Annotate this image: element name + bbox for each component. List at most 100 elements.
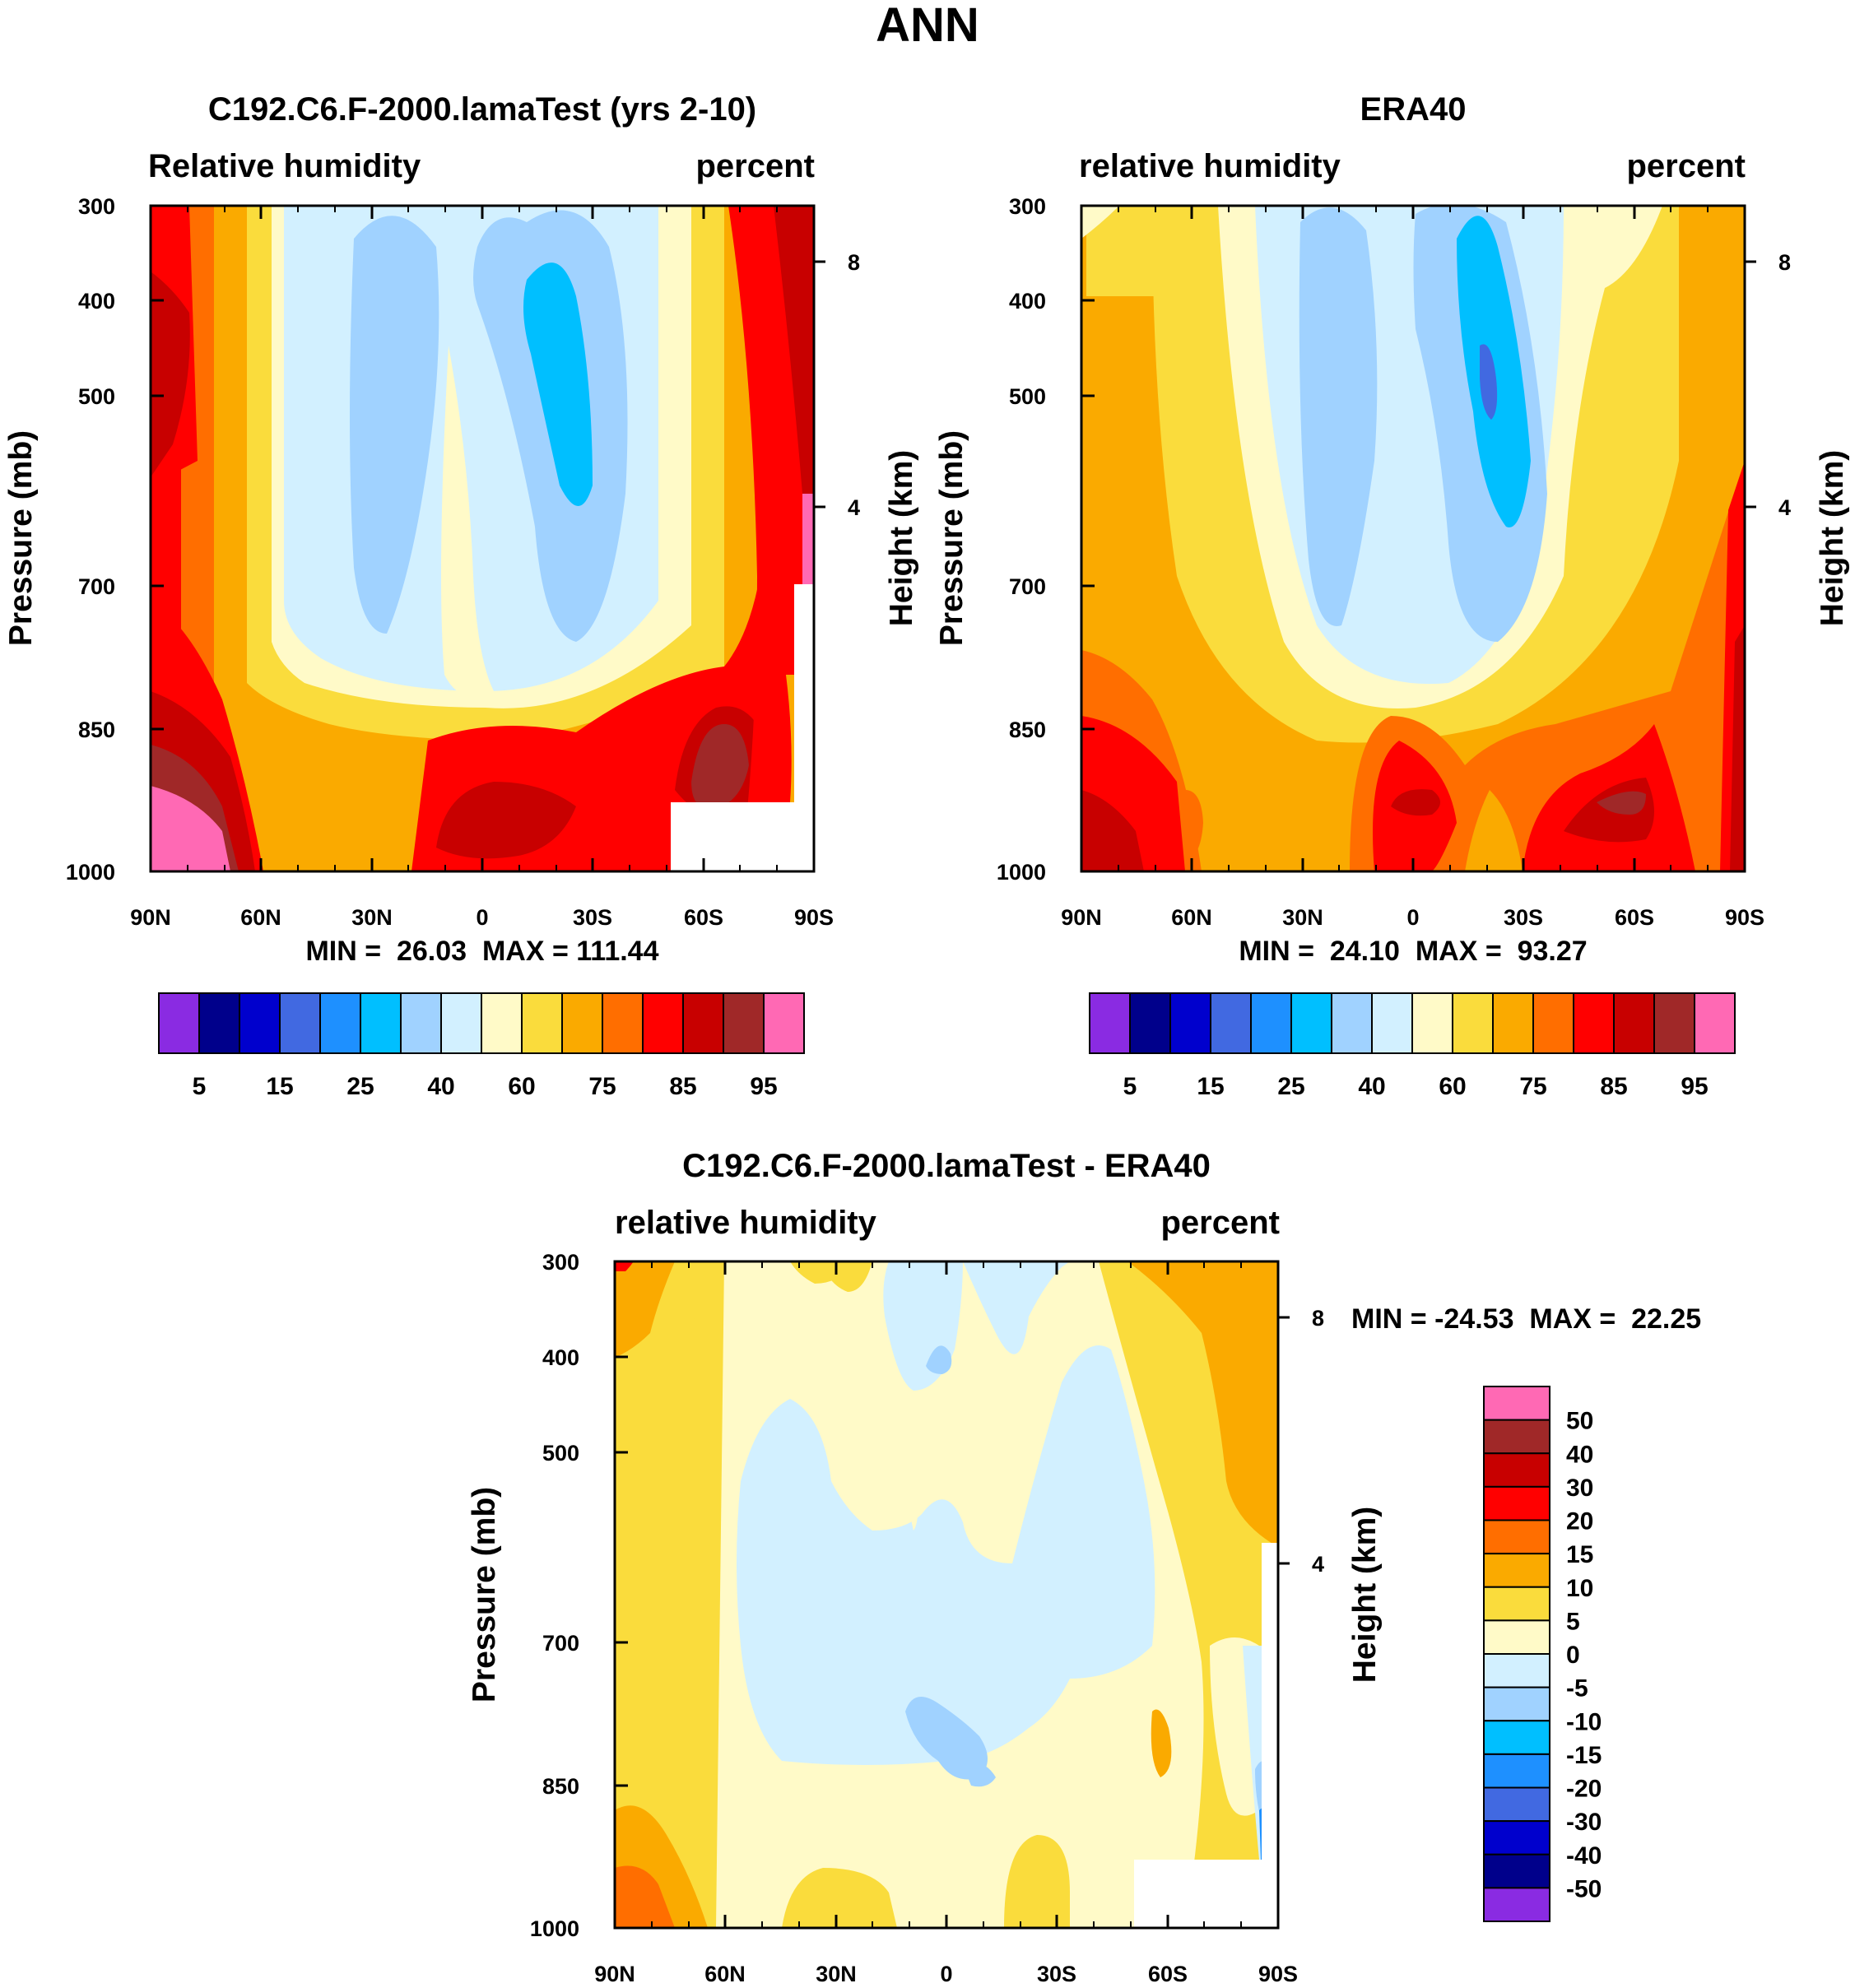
panel-era40-colorbar: 5 15 25 40 60 75 85 95 <box>1089 992 1736 1100</box>
y-tick-label: 700 <box>78 574 115 599</box>
x-tick-label: 60N <box>240 905 281 930</box>
colorbar-label: -10 <box>1566 1708 1602 1735</box>
colorbar-swatch <box>440 992 482 1054</box>
colorbar-swatch <box>1129 992 1171 1054</box>
figure-title: ANN <box>876 0 979 52</box>
x-tick-label: 30N <box>816 1962 857 1986</box>
panel-model-stats: MIN = 26.03 MAX = 111.44 <box>305 936 658 967</box>
colorbar-swatch <box>561 992 603 1054</box>
colorbar-swatch <box>1089 992 1131 1054</box>
y-right-tick-label: 4 <box>1312 1552 1324 1577</box>
x-tick-label: 30N <box>351 905 393 930</box>
panel-era40-right-label: percent <box>1627 148 1746 184</box>
y-right-tick-label: 8 <box>848 250 860 275</box>
colorbar-label: 5 <box>193 1073 207 1100</box>
x-tick-label: 30S <box>1037 1962 1076 1986</box>
y-tick-label: 300 <box>1009 194 1046 219</box>
colorbar-swatch <box>1483 1653 1550 1688</box>
colorbar-label: 0 <box>1566 1642 1580 1669</box>
y-right-tick-label: 8 <box>1778 250 1791 275</box>
x-tick-label: 90S <box>1258 1962 1298 1986</box>
colorbar-swatch <box>239 992 281 1054</box>
x-tick-label: 60S <box>1615 905 1654 930</box>
colorbar-label: 50 <box>1566 1408 1593 1435</box>
x-tick-label: 0 <box>476 905 488 930</box>
panel-era40: ERA40 relative humidity percent <box>934 91 1850 1100</box>
colorbar-label: 85 <box>1600 1073 1627 1100</box>
colorbar-label: 75 <box>1519 1073 1546 1100</box>
panel-diff: C192.C6.F-2000.lamaTest - ERA40 relative… <box>467 1148 1701 1986</box>
y-tick-label: 1000 <box>530 1916 579 1941</box>
panel-model-field <box>151 206 814 871</box>
colorbar-label: 20 <box>1566 1508 1593 1535</box>
x-tick-label: 30N <box>1282 905 1323 930</box>
colorbar-swatch <box>481 992 523 1054</box>
colorbar-swatch <box>1290 992 1332 1054</box>
colorbar-swatch <box>1483 1519 1550 1555</box>
colorbar-swatch <box>1483 1887 1550 1922</box>
panel-diff-field <box>615 1261 1278 1928</box>
x-tick-label: 0 <box>1406 905 1419 930</box>
colorbar-swatch <box>602 992 644 1054</box>
panel-model-left-label: Relative humidity <box>148 148 421 184</box>
x-tick-label: 60S <box>1148 1962 1188 1986</box>
colorbar-label: -5 <box>1566 1675 1588 1702</box>
colorbar-swatch <box>763 992 805 1054</box>
panel-era40-minor-ticks <box>1118 206 1709 871</box>
panel-model-colorbar: 5 15 25 40 60 75 85 95 <box>158 992 805 1100</box>
panel-diff-y-ticklabels: 300 400 500 700 850 1000 8 4 <box>530 1250 1324 1941</box>
colorbar-swatch <box>1483 1753 1550 1789</box>
colorbar-swatch <box>1483 1820 1550 1856</box>
panel-model-y-ticklabels: 300 400 500 700 850 1000 8 4 <box>66 194 860 885</box>
colorbar-swatch <box>723 992 765 1054</box>
colorbar-swatch <box>1483 1485 1550 1521</box>
panel-model-ylabel: Pressure (mb) <box>3 430 39 646</box>
panel-era40-field <box>1081 206 1745 871</box>
panel-era40-stats: MIN = 24.10 MAX = 93.27 <box>1239 936 1587 967</box>
colorbar-swatch <box>1331 992 1373 1054</box>
y-tick-label: 850 <box>542 1774 579 1799</box>
colorbar-swatch <box>1492 992 1534 1054</box>
colorbar-label: -30 <box>1566 1809 1602 1836</box>
y-right-tick-label: 4 <box>1778 495 1791 520</box>
colorbar-swatch <box>1371 992 1413 1054</box>
colorbar-label: 25 <box>346 1073 374 1100</box>
panel-diff-major-ticks <box>613 1260 1290 1930</box>
y-tick-label: 700 <box>1009 574 1046 599</box>
y-tick-label: 1000 <box>997 860 1046 885</box>
colorbar-swatch <box>1613 992 1655 1054</box>
colorbar-swatch <box>1411 992 1453 1054</box>
colorbar-swatch <box>158 992 200 1054</box>
y-tick-label: 400 <box>1009 289 1046 314</box>
panel-era40-ylabel-right: Height (km) <box>1815 450 1850 627</box>
colorbar-label: 85 <box>669 1073 696 1100</box>
panel-diff-ylabel: Pressure (mb) <box>467 1487 502 1702</box>
y-tick-label: 500 <box>542 1441 579 1465</box>
colorbar-label: 15 <box>1566 1541 1593 1568</box>
panel-era40-x-ticklabels: 90N 60N 30N 0 30S 60S 90S <box>1061 905 1764 930</box>
colorbar-swatch <box>521 992 563 1054</box>
colorbar-swatch <box>360 992 402 1054</box>
colorbar-swatch <box>1573 992 1615 1054</box>
colorbar-label: 40 <box>427 1073 454 1100</box>
colorbar-swatch <box>642 992 684 1054</box>
y-tick-label: 300 <box>78 194 115 219</box>
colorbar-label: 5 <box>1566 1608 1580 1635</box>
colorbar-label: 25 <box>1277 1073 1304 1100</box>
y-tick-label: 400 <box>542 1345 579 1370</box>
panel-diff-ylabel-right: Height (km) <box>1347 1507 1383 1684</box>
panel-era40-y-ticklabels: 300 400 500 700 850 1000 8 4 <box>997 194 1791 885</box>
colorbar-swatch <box>1169 992 1211 1054</box>
x-tick-label: 0 <box>940 1962 952 1986</box>
colorbar-swatch <box>1483 1720 1550 1755</box>
panel-model-major-ticks <box>149 204 825 873</box>
colorbar-label: 40 <box>1566 1441 1593 1468</box>
panel-model-ylabel-right: Height (km) <box>884 450 919 627</box>
panel-model-x-ticklabels: 90N 60N 30N 0 30S 60S 90S <box>130 905 834 930</box>
x-tick-label: 60N <box>704 1962 746 1986</box>
colorbar-swatch <box>1483 1553 1550 1588</box>
colorbar-label: 95 <box>750 1073 777 1100</box>
colorbar-label: 95 <box>1681 1073 1708 1100</box>
colorbar-label: 40 <box>1358 1073 1385 1100</box>
colorbar-swatch <box>1483 1686 1550 1722</box>
